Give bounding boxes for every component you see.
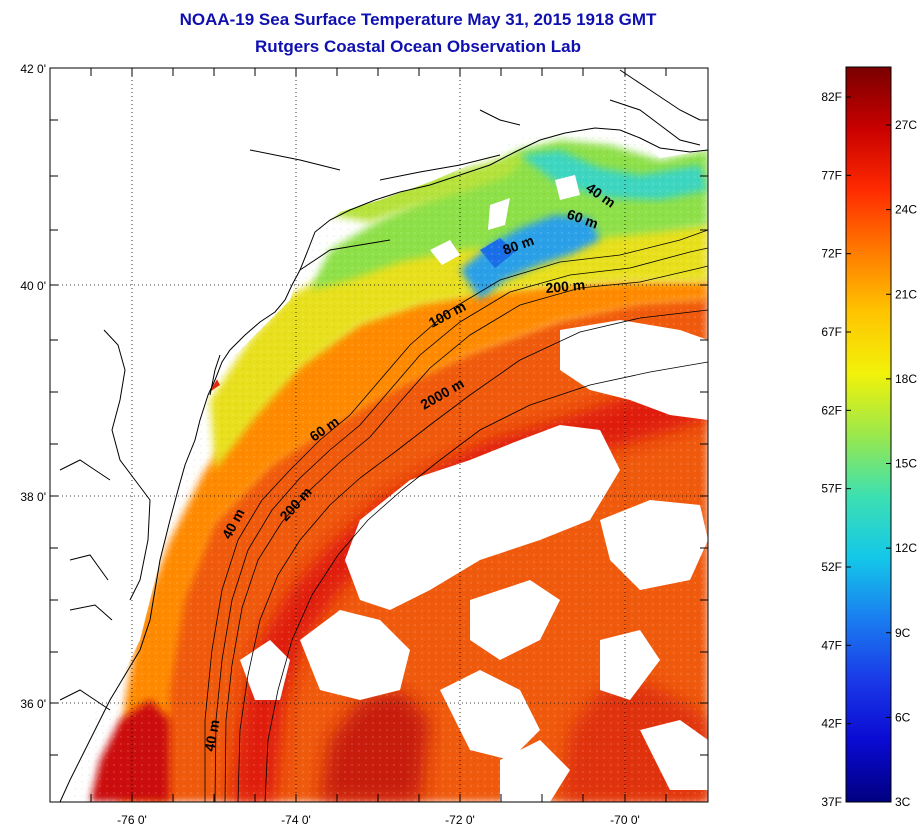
colorbar-f-tick-label: 52F (821, 560, 842, 574)
colorbar-c-tick-label: 27C (895, 118, 917, 132)
colorbar-fahrenheit-ticks: 82F 77F 72F 67F 62F 57F 52F 47F 42F 37F (821, 90, 851, 809)
colorbar-f-tick-label: 72F (821, 247, 842, 261)
colorbar-c-tick-label: 24C (895, 203, 917, 217)
colorbar-c-tick-label: 9C (895, 626, 911, 640)
colorbar-f-tick-label: 62F (821, 403, 842, 417)
colorbar: 82F 77F 72F 67F 62F 57F 52F 47F 42F 37F 27C 24C 21C… (821, 66, 917, 809)
lon-tick-label: -74 0' (281, 813, 311, 827)
colorbar-f-tick-label: 82F (821, 90, 842, 104)
contour-label: 40 m (201, 718, 222, 752)
colorbar-c-tick-label: 15C (895, 457, 917, 471)
lon-tick-label: -70 0' (610, 813, 640, 827)
colorbar-f-tick-label: 67F (821, 325, 842, 339)
colorbar-c-tick-label: 12C (895, 541, 917, 555)
lon-tick-label: -72 0' (445, 813, 475, 827)
colorbar-c-tick-label: 3C (895, 795, 911, 809)
colorbar-f-tick-label: 37F (821, 795, 842, 809)
lat-tick-label: 36 0' (20, 697, 46, 711)
graticule (50, 68, 708, 802)
map-subtitle: Rutgers Coastal Ocean Observation Lab (255, 37, 581, 56)
colorbar-f-tick-label: 42F (821, 717, 842, 731)
colorbar-f-tick-label: 77F (821, 168, 842, 182)
colorbar-f-tick-label: 57F (821, 482, 842, 496)
longitude-labels: -76 0' -74 0' -72 0' -70 0' (117, 813, 640, 827)
colorbar-f-tick-label: 47F (821, 638, 842, 652)
plot-area: 40 m 60 m 80 m 100 m 200 m 2000 m 60 m 2… (50, 68, 708, 802)
lat-tick-label: 40 0' (20, 279, 46, 293)
colorbar-c-tick-label: 18C (895, 372, 917, 386)
lat-tick-label: 42 0' (20, 62, 46, 76)
coastline (59, 69, 708, 802)
colorbar-c-tick-label: 6C (895, 710, 911, 724)
colorbar-c-tick-label: 21C (895, 287, 917, 301)
lon-tick-label: -76 0' (117, 813, 147, 827)
latitude-labels: 42 0' 40 0' 38 0' 36 0' (20, 62, 46, 711)
contour-label: 200 m (545, 277, 586, 296)
map-title: NOAA-19 Sea Surface Temperature May 31, … (180, 10, 657, 29)
cloud-mask (50, 68, 708, 802)
axis-ticks (50, 68, 708, 802)
bathymetry-contours (204, 229, 708, 802)
colorbar-scale (845, 66, 892, 803)
plot-frame (49, 67, 709, 803)
lat-tick-label: 38 0' (20, 490, 46, 504)
colorbar-celsius-ticks: 27C 24C 21C 18C 15C 12C 9C 6C 3C (886, 118, 917, 809)
